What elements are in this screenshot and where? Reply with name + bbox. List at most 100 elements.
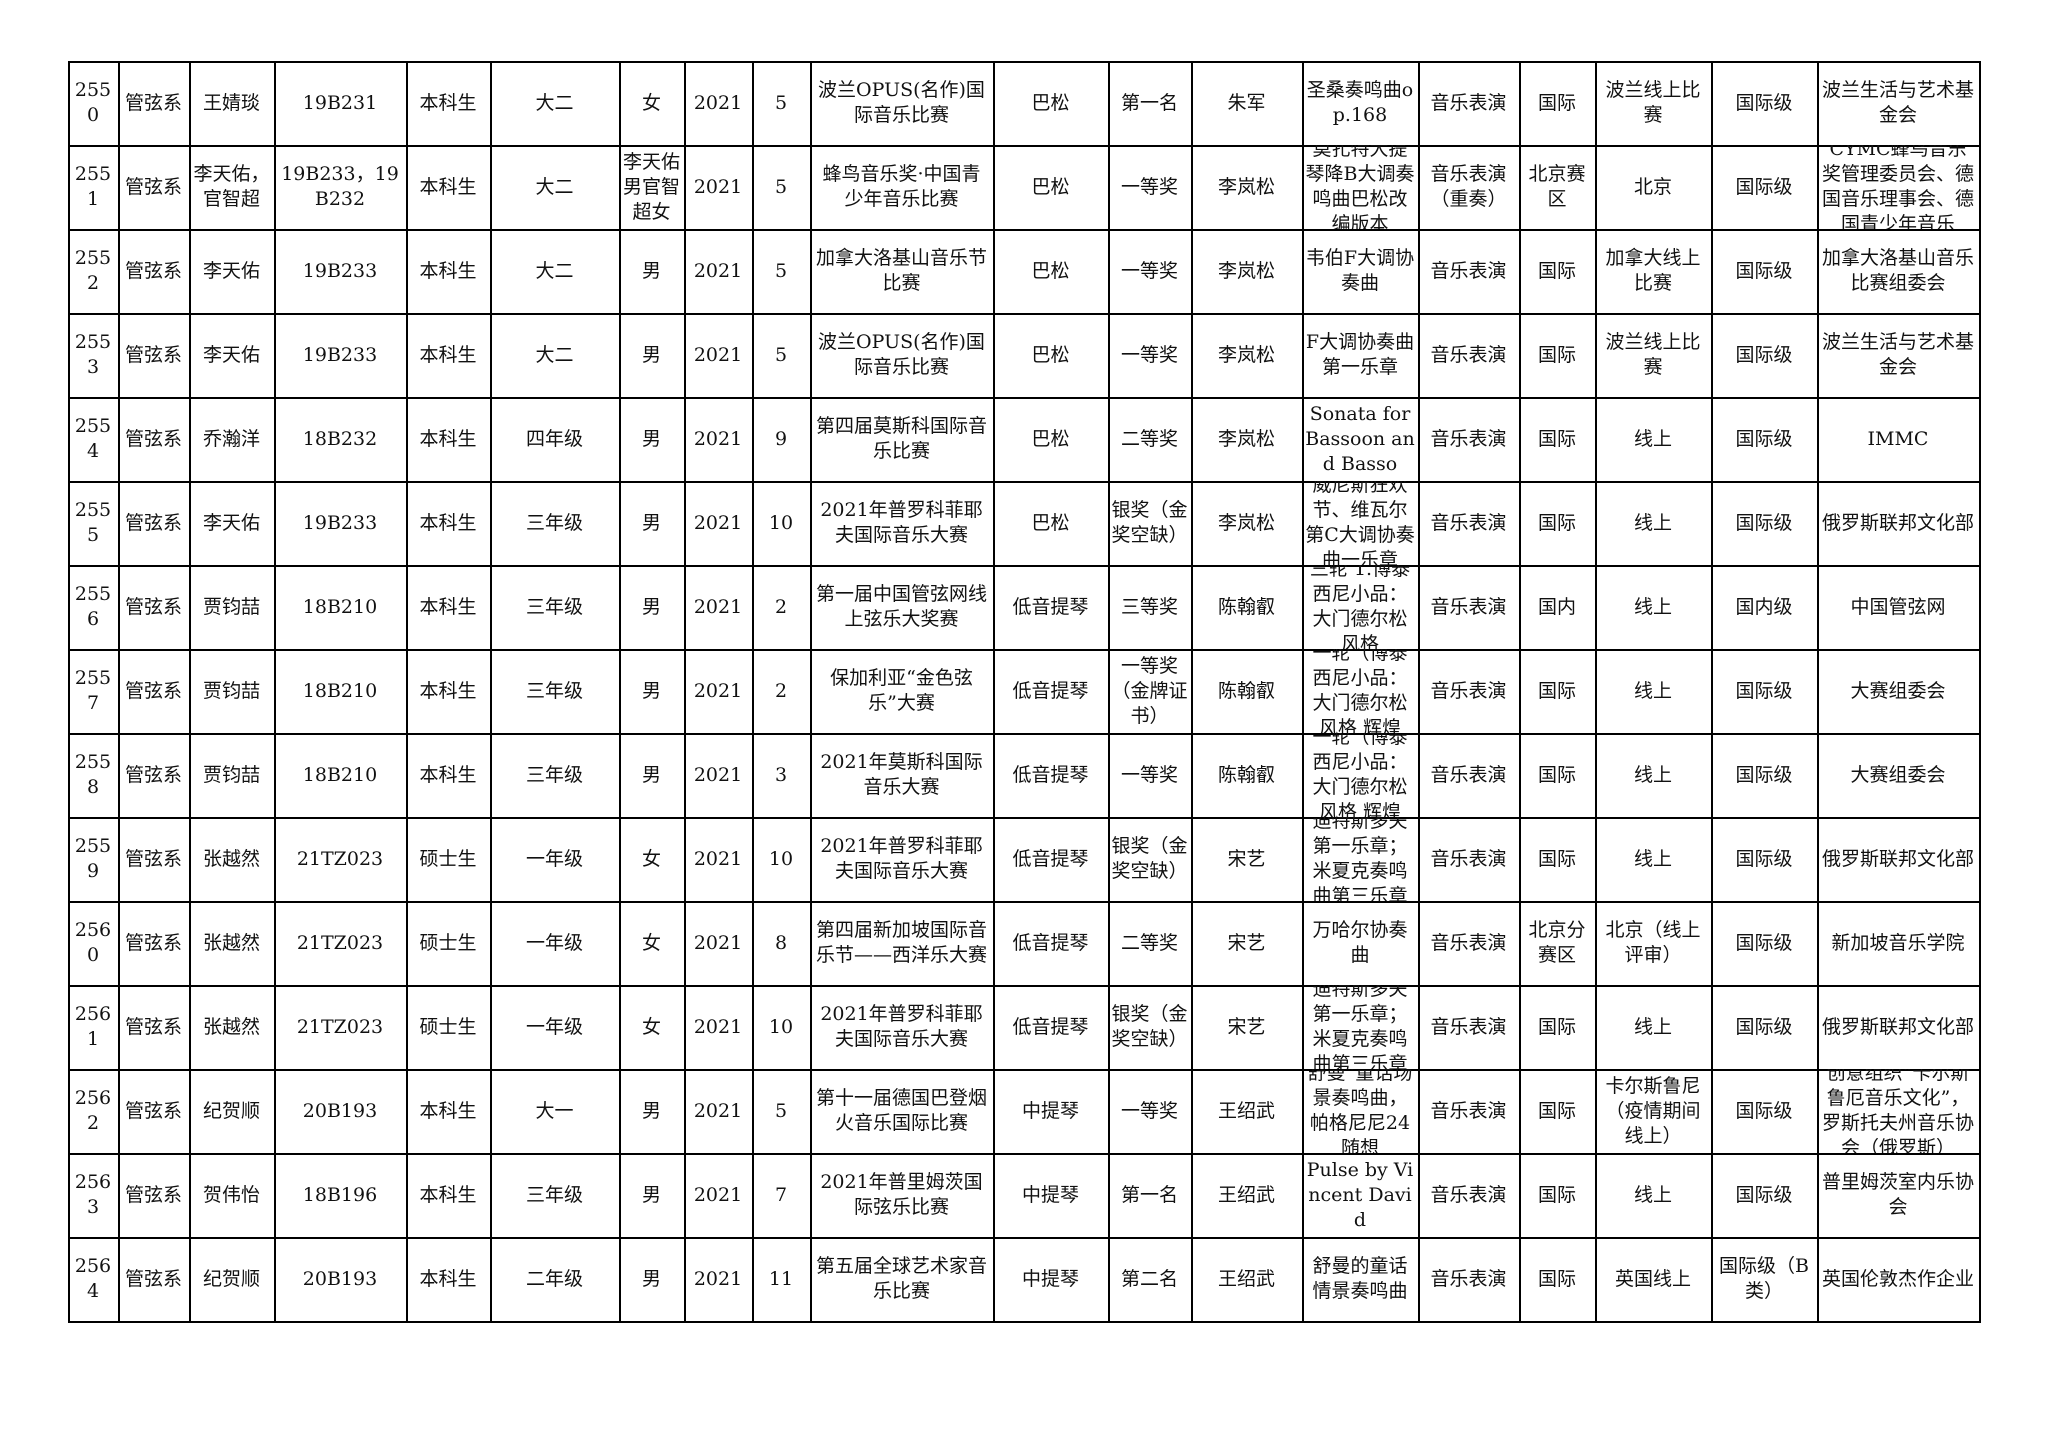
table-cell: 男 — [619, 229, 686, 315]
table-cell: 管弦系 — [118, 649, 191, 735]
table-cell: 大二 — [490, 61, 621, 147]
table-cell: 本科生 — [406, 229, 492, 315]
table-cell: 迪特斯多夫第一乐章；米夏克奏鸣曲第三乐章 — [1302, 817, 1420, 903]
table-cell: 管弦系 — [118, 1237, 191, 1323]
table-cell: 中国管弦网 — [1817, 565, 1981, 651]
table-cell: 9 — [752, 397, 812, 483]
table-cell: 本科生 — [406, 145, 492, 231]
table-cell: 本科生 — [406, 733, 492, 819]
table-cell: 北京（线上评审） — [1595, 901, 1713, 987]
table-cell: 2555 — [68, 481, 120, 567]
table-cell: 银奖（金奖空缺） — [1108, 481, 1193, 567]
table-cell: 本科生 — [406, 61, 492, 147]
table-cell: 2556 — [68, 565, 120, 651]
table-cell: 2021 — [684, 817, 754, 903]
table-cell: 18B196 — [274, 1153, 408, 1239]
table-cell: 音乐表演 — [1418, 481, 1521, 567]
table-cell: 8 — [752, 901, 812, 987]
table-cell: 一等奖 — [1108, 145, 1193, 231]
table-cell: 2021 — [684, 1069, 754, 1155]
table-cell: 第一名 — [1108, 61, 1193, 147]
table-cell: 大二 — [490, 229, 621, 315]
table-cell: 俄罗斯联邦文化部 — [1817, 817, 1981, 903]
table-cell: 音乐表演 — [1418, 733, 1521, 819]
table-cell: 波兰生活与艺术基金会 — [1817, 61, 1981, 147]
table-cell: 男 — [619, 1153, 686, 1239]
table-cell: 大二 — [490, 313, 621, 399]
table-cell: 5 — [752, 1069, 812, 1155]
table-cell: 银奖（金奖空缺） — [1108, 985, 1193, 1071]
table-cell: 一年级 — [490, 901, 621, 987]
table-cell: 2021年普罗科菲耶夫国际音乐大赛 — [810, 817, 995, 903]
table-cell: 线上 — [1595, 649, 1713, 735]
table-cell: 俄罗斯联邦文化部 — [1817, 481, 1981, 567]
table-cell: 5 — [752, 61, 812, 147]
table-cell: 19B233 — [274, 481, 408, 567]
table-cell: 10 — [752, 985, 812, 1071]
table-cell: 2021 — [684, 61, 754, 147]
table-cell: 第一届中国管弦网线上弦乐大奖赛 — [810, 565, 995, 651]
table-cell: 本科生 — [406, 397, 492, 483]
table-cell: Sonata for Bassoon and Basso — [1302, 397, 1420, 483]
table-cell: 贾钧喆 — [189, 649, 276, 735]
table-cell: 国内 — [1519, 565, 1597, 651]
table-cell: 硕士生 — [406, 817, 492, 903]
table-cell: 2021 — [684, 397, 754, 483]
table-cell: 管弦系 — [118, 145, 191, 231]
table-cell: 2021年莫斯科国际音乐大赛 — [810, 733, 995, 819]
table-cell: 纪贺顺 — [189, 1069, 276, 1155]
table-cell: 蜂鸟音乐奖·中国青少年音乐比赛 — [810, 145, 995, 231]
table-cell: 张越然 — [189, 985, 276, 1071]
table-cell: 管弦系 — [118, 1069, 191, 1155]
table-cell: 国际 — [1519, 61, 1597, 147]
table-cell: 音乐表演 — [1418, 1153, 1521, 1239]
table-cell: 王绍武 — [1191, 1153, 1304, 1239]
table-cell: 银奖（金奖空缺） — [1108, 817, 1193, 903]
table-cell: 女 — [619, 985, 686, 1071]
table-cell: 英国线上 — [1595, 1237, 1713, 1323]
table-cell: 张越然 — [189, 901, 276, 987]
table-cell: 10 — [752, 817, 812, 903]
table-cell: 2021年普罗科菲耶夫国际音乐大赛 — [810, 985, 995, 1071]
table-cell: 18B210 — [274, 565, 408, 651]
table-cell: 大赛组委会 — [1817, 733, 1981, 819]
table-cell: 贾钧喆 — [189, 733, 276, 819]
table-cell: 7 — [752, 1153, 812, 1239]
table-cell: 3 — [752, 733, 812, 819]
table-cell: 音乐表演 — [1418, 61, 1521, 147]
table-cell: 2550 — [68, 61, 120, 147]
table-cell: 第一名 — [1108, 1153, 1193, 1239]
table-cell: 李天佑，官智超 — [189, 145, 276, 231]
table-cell: 2564 — [68, 1237, 120, 1323]
table-cell: 19B233 — [274, 229, 408, 315]
table-cell: 陈翰叡 — [1191, 565, 1304, 651]
table-cell: 纪贺顺 — [189, 1237, 276, 1323]
table-cell: 低音提琴 — [993, 733, 1110, 819]
table-cell: 国际级 — [1711, 313, 1819, 399]
table-cell: 2021 — [684, 1237, 754, 1323]
table-cell: 本科生 — [406, 649, 492, 735]
table-cell: 男 — [619, 397, 686, 483]
table-cell: 2021 — [684, 481, 754, 567]
table-cell: 舒曼“童话场景奏鸣曲，帕格尼尼24随想 — [1302, 1069, 1420, 1155]
table-cell: 低音提琴 — [993, 565, 1110, 651]
table-cell: 张越然 — [189, 817, 276, 903]
table-cell: 迪特斯多夫第一乐章；米夏克奏鸣曲第三乐章 — [1302, 985, 1420, 1071]
table-cell: 2553 — [68, 313, 120, 399]
table-cell: 2557 — [68, 649, 120, 735]
table-cell: 卡尔斯鲁尼（疫情期间线上） — [1595, 1069, 1713, 1155]
table-cell: 国际 — [1519, 481, 1597, 567]
table-cell: 中提琴 — [993, 1069, 1110, 1155]
table-cell: 18B210 — [274, 649, 408, 735]
table-cell: 低音提琴 — [993, 901, 1110, 987]
table-cell: 第四届新加坡国际音乐节——西洋乐大赛 — [810, 901, 995, 987]
table-cell: 李岚松 — [1191, 229, 1304, 315]
table-cell: 男 — [619, 1237, 686, 1323]
table-cell: 2563 — [68, 1153, 120, 1239]
table-cell: 线上 — [1595, 565, 1713, 651]
table-cell: 国际级 — [1711, 229, 1819, 315]
table-cell: 加拿大洛基山音乐节比赛 — [810, 229, 995, 315]
table-cell: 18B210 — [274, 733, 408, 819]
table-cell: 北京分赛区 — [1519, 901, 1597, 987]
table-cell: 2551 — [68, 145, 120, 231]
